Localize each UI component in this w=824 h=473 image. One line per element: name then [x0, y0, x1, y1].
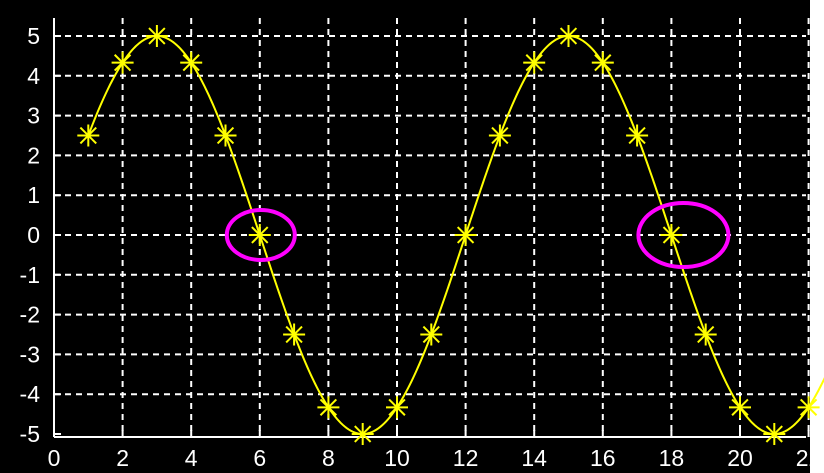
grid-lines [54, 18, 810, 437]
data-point-marker [694, 323, 717, 346]
data-point-marker [523, 51, 546, 74]
y-tick-label: -2 [20, 302, 40, 328]
data-point-marker [763, 423, 786, 445]
x-tick-label: 0 [48, 445, 61, 471]
y-tick-label: 4 [27, 63, 40, 89]
data-point-marker [591, 51, 614, 74]
x-tick-label: 14 [521, 445, 547, 471]
y-tick-label: -4 [20, 381, 41, 407]
data-point-marker [214, 124, 237, 147]
x-tick-label: 20 [727, 445, 753, 471]
x-tick-label: 18 [659, 445, 685, 471]
highlight-circle [224, 208, 297, 262]
highlight-circles [224, 201, 731, 269]
x-tick-label: 22 [796, 445, 822, 471]
data-point-marker [488, 124, 511, 147]
y-tick-label: -1 [20, 262, 40, 288]
y-tick-label: 3 [27, 103, 40, 129]
data-point-marker [660, 224, 683, 246]
y-tick-label: -3 [20, 341, 40, 367]
x-tick-label: 8 [322, 445, 335, 471]
data-point-marker [626, 124, 649, 147]
x-tick-label: 2 [116, 445, 129, 471]
y-tick-label: 5 [27, 23, 40, 49]
data-point-marker [180, 51, 203, 74]
data-point-marker [77, 124, 100, 147]
tick-labels: -5-4-3-2-1012345024681012141618202224 [20, 23, 822, 471]
data-point-marker [145, 25, 168, 47]
data-point-marker [454, 224, 477, 246]
y-tick-label: 0 [27, 222, 40, 248]
axes [53, 18, 810, 438]
data-point-marker [317, 396, 340, 419]
data-point-marker [351, 423, 374, 445]
data-point-marker [111, 51, 134, 74]
data-series [77, 25, 824, 445]
y-tick-label: 2 [27, 142, 40, 168]
data-point-marker [557, 25, 580, 47]
x-tick-label: 10 [384, 445, 410, 471]
x-tick-label: 16 [590, 445, 616, 471]
x-tick-label: 6 [253, 445, 266, 471]
data-point-marker [797, 396, 820, 419]
data-point-marker [283, 323, 306, 346]
data-point-marker [420, 323, 443, 346]
data-point-marker [729, 396, 751, 419]
highlight-circle [636, 201, 731, 269]
x-tick-label: 4 [185, 445, 198, 471]
y-tick-label: 1 [27, 182, 40, 208]
y-tick-label: -5 [20, 421, 40, 447]
series-line [87, 34, 824, 436]
data-point-marker [386, 396, 408, 419]
x-tick-label: 12 [453, 445, 479, 471]
data-point-marker [248, 224, 271, 246]
